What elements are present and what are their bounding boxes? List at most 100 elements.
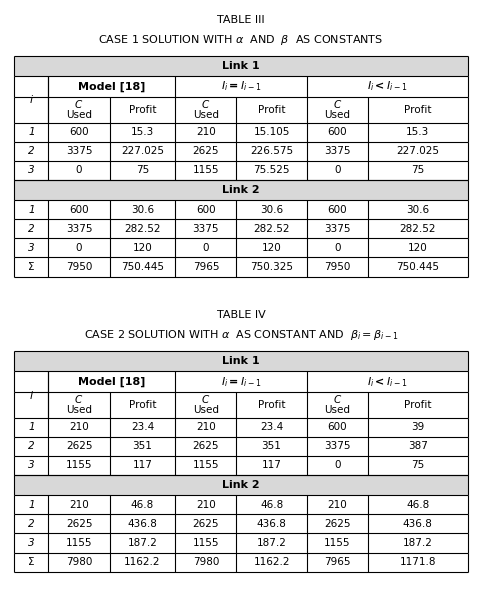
Text: 210: 210 [196, 127, 216, 137]
Text: 2625: 2625 [193, 519, 219, 529]
Text: 600: 600 [327, 205, 347, 215]
Text: Profit: Profit [129, 105, 156, 115]
Text: 0: 0 [76, 243, 82, 253]
Text: 3375: 3375 [66, 146, 92, 156]
Text: 227.025: 227.025 [121, 146, 164, 156]
Text: $i$: $i$ [29, 94, 34, 105]
Text: 2625: 2625 [193, 441, 219, 452]
Text: 39: 39 [411, 422, 424, 432]
Text: 187.2: 187.2 [128, 538, 158, 548]
Text: Profit: Profit [258, 105, 285, 115]
Text: Link 1: Link 1 [222, 356, 260, 367]
Text: 30.6: 30.6 [406, 205, 429, 215]
Text: 75: 75 [411, 460, 424, 471]
Text: 75.525: 75.525 [254, 165, 290, 176]
Text: 1155: 1155 [193, 538, 219, 548]
Text: 282.52: 282.52 [124, 224, 161, 234]
Text: Used: Used [66, 405, 92, 415]
Text: 2: 2 [28, 146, 35, 156]
Text: 226.575: 226.575 [250, 146, 293, 156]
Text: 600: 600 [327, 422, 347, 432]
Text: Used: Used [193, 405, 219, 415]
Text: 0: 0 [334, 243, 340, 253]
Text: 7950: 7950 [324, 262, 350, 272]
Text: $C$: $C$ [333, 98, 342, 110]
Text: 46.8: 46.8 [260, 500, 283, 510]
Text: TABLE IV: TABLE IV [216, 310, 266, 320]
Text: 117: 117 [262, 460, 281, 471]
Text: 3: 3 [28, 243, 35, 253]
Text: 600: 600 [327, 127, 347, 137]
Text: Link 1: Link 1 [222, 61, 260, 71]
Text: 75: 75 [411, 165, 424, 176]
Text: Σ: Σ [28, 262, 35, 272]
Text: 1: 1 [28, 127, 35, 137]
Text: 2625: 2625 [193, 146, 219, 156]
Text: 600: 600 [69, 127, 89, 137]
Text: 0: 0 [202, 243, 209, 253]
Text: 75: 75 [136, 165, 149, 176]
Text: Profit: Profit [258, 400, 285, 410]
Text: 210: 210 [196, 500, 216, 510]
Text: 23.4: 23.4 [131, 422, 154, 432]
Text: 187.2: 187.2 [403, 538, 433, 548]
Bar [14, 475, 468, 495]
Text: 351: 351 [262, 441, 281, 452]
Text: 7980: 7980 [193, 557, 219, 567]
Text: 117: 117 [133, 460, 152, 471]
Text: Link 2: Link 2 [222, 480, 260, 490]
Text: 30.6: 30.6 [260, 205, 283, 215]
Text: Profit: Profit [129, 400, 156, 410]
Text: 15.3: 15.3 [406, 127, 429, 137]
Text: 3: 3 [28, 165, 35, 176]
Text: 1155: 1155 [66, 538, 92, 548]
Text: 282.52: 282.52 [400, 224, 436, 234]
Text: 750.325: 750.325 [250, 262, 293, 272]
Text: 2: 2 [28, 224, 35, 234]
Text: Used: Used [193, 110, 219, 120]
Text: 3375: 3375 [324, 146, 350, 156]
Text: 436.8: 436.8 [128, 519, 158, 529]
Text: 1: 1 [28, 422, 35, 432]
Text: 7980: 7980 [66, 557, 92, 567]
Text: 600: 600 [196, 205, 216, 215]
Text: 0: 0 [334, 165, 340, 176]
Text: 210: 210 [327, 500, 347, 510]
Text: $C$: $C$ [333, 393, 342, 405]
Text: 120: 120 [408, 243, 428, 253]
Text: 0: 0 [334, 460, 340, 471]
Text: 2625: 2625 [66, 441, 92, 452]
Text: 1155: 1155 [193, 165, 219, 176]
Text: 750.445: 750.445 [396, 262, 439, 272]
Text: 3375: 3375 [324, 441, 350, 452]
Text: Profit: Profit [404, 400, 431, 410]
Text: 210: 210 [196, 422, 216, 432]
Text: $\mathbf{\mathit{I_i}}$$\mathbf{=}$$\mathbf{\mathit{I_{i-1}}}$: $\mathbf{\mathit{I_i}}$$\mathbf{=}$$\mat… [221, 79, 261, 94]
Text: 351: 351 [133, 441, 152, 452]
Text: $C$: $C$ [201, 98, 211, 110]
Text: 1162.2: 1162.2 [254, 557, 290, 567]
Text: TABLE III: TABLE III [217, 15, 265, 25]
Bar [14, 180, 468, 200]
Bar [14, 351, 468, 371]
Text: 1171.8: 1171.8 [400, 557, 436, 567]
Text: 1162.2: 1162.2 [124, 557, 161, 567]
Text: 120: 120 [133, 243, 152, 253]
Text: Model [18]: Model [18] [78, 376, 146, 387]
Text: 187.2: 187.2 [256, 538, 286, 548]
Text: Link 2: Link 2 [222, 185, 260, 195]
Text: 46.8: 46.8 [131, 500, 154, 510]
Text: $\mathbf{\mathit{I_i}}$$\mathbf{<}$$\mathbf{\mathit{I_{i-1}}}$: $\mathbf{\mathit{I_i}}$$\mathbf{<}$$\mat… [367, 79, 407, 94]
Text: 15.3: 15.3 [131, 127, 154, 137]
Text: $\mathbf{\mathit{I_i}}$$\mathbf{<}$$\mathbf{\mathit{I_{i-1}}}$: $\mathbf{\mathit{I_i}}$$\mathbf{<}$$\mat… [367, 375, 407, 389]
Text: 1: 1 [28, 500, 35, 510]
Text: 227.025: 227.025 [396, 146, 439, 156]
Text: 46.8: 46.8 [406, 500, 429, 510]
Text: $C$: $C$ [74, 98, 83, 110]
Text: 3: 3 [28, 538, 35, 548]
Text: Used: Used [324, 110, 350, 120]
Text: 7965: 7965 [193, 262, 219, 272]
Text: 23.4: 23.4 [260, 422, 283, 432]
Text: 210: 210 [69, 422, 89, 432]
Text: Σ: Σ [28, 557, 35, 567]
